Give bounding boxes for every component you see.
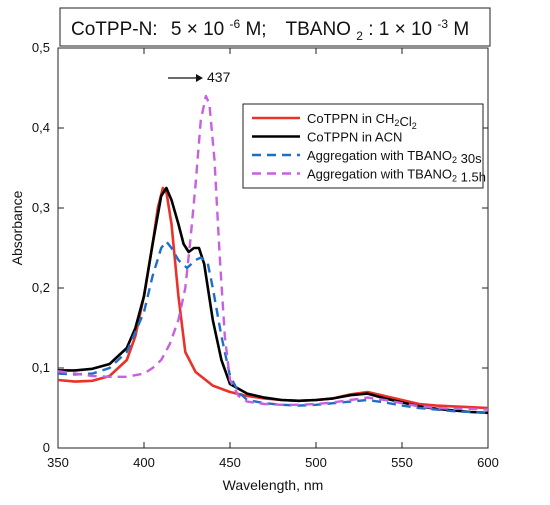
series-layer: [57, 94, 489, 415]
peak-label-437: 437: [207, 69, 231, 85]
x-tick-label: 350: [47, 455, 69, 470]
y-tick-label: 0,4: [32, 120, 50, 135]
legend-label-2: CoTPPN in ACN: [307, 130, 402, 145]
y-tick-label: 0,5: [32, 40, 50, 55]
series-line-2: [58, 186, 489, 415]
x-tick-label: 500: [305, 455, 327, 470]
header-reagent-rest: : 1 × 10: [368, 19, 432, 40]
plot-frame: [57, 47, 489, 449]
y-tick-label: 0,1: [32, 360, 50, 375]
series-line-3: [57, 240, 489, 414]
header-conc1-exp: -6: [230, 17, 241, 31]
shift-arrow-icon: [168, 74, 203, 82]
x-tick-label: 400: [133, 455, 155, 470]
header-reagent-sub: 2: [356, 29, 363, 43]
x-tick-label: 600: [477, 455, 499, 470]
y-tick-label: 0,3: [32, 200, 50, 215]
legend-label-1: CoTPPN in CH2Cl2: [307, 111, 417, 131]
series-line-1: [57, 186, 489, 410]
chart-header: CoTPP-N: 5 × 10 -6 M; TBANO 2 : 1 × 10 -…: [59, 7, 491, 47]
x-axis-label: Wavelength, nm: [223, 477, 324, 493]
legend-label-3: Aggregation with TBANO2 30s: [307, 148, 482, 166]
x-axis: 350 400 450 500 550 600: [47, 48, 499, 470]
header-conc2-unit: M: [453, 19, 469, 40]
x-tick-label: 550: [391, 455, 413, 470]
header-compound: CoTPP-N:: [71, 19, 158, 40]
header-title: CoTPP-N: 5 × 10 -6 M; TBANO 2 : 1 × 10 -…: [71, 12, 469, 45]
header-box: [59, 7, 491, 47]
header-conc1: 5 × 10: [171, 19, 224, 40]
x-tick-label: 450: [219, 455, 241, 470]
header-conc1-unit: M;: [245, 19, 266, 40]
legend-label-4: Aggregation with TBANO2 1.5h: [307, 167, 486, 185]
y-tick-label: 0: [43, 440, 50, 455]
header-conc2-exp: -3: [437, 17, 448, 31]
y-axis-label: Absorbance: [9, 190, 25, 265]
y-tick-label: 0,2: [32, 280, 50, 295]
y-axis: 0 0,1 0,2 0,3 0,4 0,5: [32, 40, 488, 455]
series-line-4: [57, 94, 489, 411]
header-reagent: TBANO: [286, 19, 351, 40]
